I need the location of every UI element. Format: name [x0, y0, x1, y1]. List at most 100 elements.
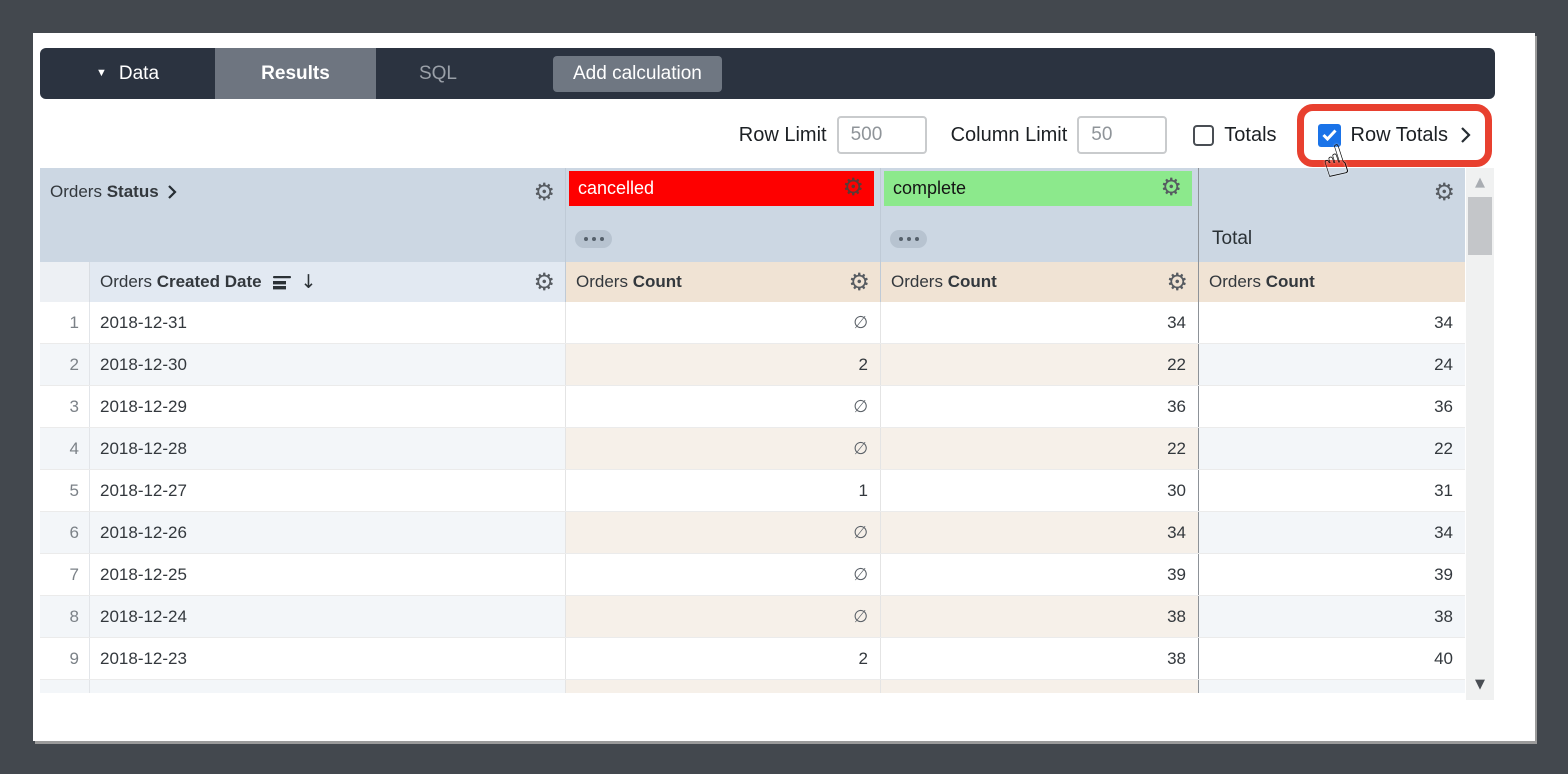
row-totals-label: Row Totals: [1350, 123, 1448, 146]
table-row: 9 2018-12-23 2 38 40: [40, 638, 1465, 680]
row-number-cell: 8: [40, 596, 90, 637]
tab-sql-label: SQL: [418, 62, 458, 84]
orders-created-date-label: Orders Created Date: [100, 272, 262, 291]
pivot-value-complete[interactable]: complete ⚙: [884, 171, 1192, 206]
complete-count-cell[interactable]: 38: [880, 638, 1198, 679]
cancelled-count-cell[interactable]: ∅: [565, 680, 880, 693]
gear-icon[interactable]: ⚙: [1423, 180, 1465, 204]
date-cell[interactable]: 2018-12-24: [90, 596, 565, 637]
date-cell[interactable]: 2018-12-30: [90, 344, 565, 385]
date-cell[interactable]: 2018-12-22: [90, 680, 565, 693]
orders-count-header-total[interactable]: Orders Count: [1198, 262, 1465, 302]
orders-count-label: Orders Count: [576, 272, 682, 291]
chevron-right-icon[interactable]: [1460, 126, 1471, 144]
row-total-cell[interactable]: 34: [1198, 512, 1465, 553]
column-limit-input[interactable]: [1077, 116, 1168, 154]
pivot-value-cancelled[interactable]: cancelled ⚙: [569, 171, 874, 206]
orders-count-label: Orders Count: [891, 272, 997, 291]
row-total-cell[interactable]: 36: [1198, 386, 1465, 427]
orders-status-header[interactable]: Orders Status ⚙: [40, 168, 565, 215]
complete-count-cell[interactable]: 22: [880, 344, 1198, 385]
gear-icon[interactable]: ⚙: [1150, 175, 1192, 199]
row-total-cell[interactable]: 39: [1198, 554, 1465, 595]
tab-sql[interactable]: SQL: [376, 48, 500, 99]
gear-icon[interactable]: ⚙: [523, 270, 565, 294]
gear-icon[interactable]: ⚙: [838, 270, 880, 294]
complete-count-cell[interactable]: 38: [880, 680, 1198, 693]
complete-count-cell[interactable]: 36: [880, 386, 1198, 427]
results-panel: ▼ Data Results SQL Add calculation Row L…: [33, 33, 1535, 741]
cancelled-count-cell[interactable]: ∅: [565, 554, 880, 595]
date-cell[interactable]: 2018-12-31: [100, 312, 187, 332]
complete-count-cell[interactable]: 38: [880, 596, 1198, 637]
complete-count-cell[interactable]: 30: [880, 470, 1198, 511]
fill-fields-icon: [272, 275, 291, 289]
date-cell[interactable]: 2018-12-29: [100, 396, 187, 416]
pivot-value-complete-cell: complete ⚙: [880, 168, 1198, 215]
add-calculation-button[interactable]: Add calculation: [553, 55, 722, 92]
row-total-cell[interactable]: 24: [1198, 344, 1465, 385]
cancelled-count-cell[interactable]: 2: [565, 344, 880, 385]
vertical-scrollbar[interactable]: ▲ ▼: [1466, 168, 1494, 700]
field-header-row: Orders Created Date ↓ ⚙ Orders Count: [40, 262, 1465, 302]
date-cell[interactable]: 2018-12-25: [100, 564, 187, 584]
row-number-cell: 1: [40, 302, 90, 343]
totals-checkbox[interactable]: [1193, 124, 1215, 146]
cancelled-count-cell[interactable]: ∅: [565, 428, 880, 469]
row-total-cell[interactable]: 22: [1198, 428, 1465, 469]
sort-desc-icon[interactable]: ↓: [300, 271, 317, 293]
row-total-cell[interactable]: 31: [1198, 470, 1465, 511]
orders-count-header-cancelled[interactable]: Orders Count ⚙: [565, 262, 880, 302]
total-column-header-top: ⚙: [1198, 168, 1465, 215]
row-total-cell[interactable]: 40: [1198, 638, 1465, 679]
cancelled-count-cell[interactable]: 1: [565, 470, 880, 511]
tab-results-label: Results: [261, 62, 330, 84]
ellipsis-menu-icon[interactable]: [890, 229, 927, 248]
controls-row: Row Limit Column Limit Totals Row Totals…: [40, 103, 1530, 188]
checkmark-icon: [1321, 129, 1337, 141]
complete-count-cell[interactable]: 34: [880, 512, 1198, 553]
cancelled-count-cell[interactable]: 2: [565, 638, 880, 679]
scrollbar-thumb[interactable]: [1468, 197, 1492, 255]
row-totals-checkbox[interactable]: [1317, 123, 1341, 147]
orders-count-label: Orders Count: [1209, 272, 1315, 291]
row-number-cell: 6: [40, 512, 90, 553]
row-total-cell[interactable]: 38: [1198, 680, 1465, 693]
tab-data-label: Data: [118, 62, 160, 84]
cancelled-count-cell[interactable]: ∅: [565, 386, 880, 427]
orders-count-header-complete[interactable]: Orders Count ⚙: [880, 262, 1198, 302]
table-body: 1 2018-12-31 ∅ 34 34 2 2018-12-30 2 22 2…: [40, 302, 1465, 693]
scroll-down-icon[interactable]: ▼: [1466, 672, 1494, 696]
cancelled-count-cell[interactable]: ∅: [565, 596, 880, 637]
row-total-cell[interactable]: 34: [1198, 302, 1465, 343]
gear-icon[interactable]: ⚙: [832, 175, 874, 199]
complete-count-cell[interactable]: 39: [880, 554, 1198, 595]
date-cell[interactable]: 2018-12-28: [90, 428, 565, 469]
row-total-cell[interactable]: 38: [1198, 596, 1465, 637]
orders-created-date-header[interactable]: Orders Created Date ↓ ⚙: [90, 262, 565, 302]
cancelled-count-cell[interactable]: ∅: [565, 512, 880, 553]
pivot-header-row: Orders Status ⚙ cancelled ⚙ complete ⚙: [40, 168, 1465, 215]
complete-count-cell[interactable]: 34: [880, 302, 1198, 343]
complete-count-cell[interactable]: 22: [880, 428, 1198, 469]
results-table: Orders Status ⚙ cancelled ⚙ complete ⚙: [40, 168, 1465, 693]
tab-results[interactable]: Results: [215, 48, 376, 99]
row-number-cell: 2: [40, 344, 90, 385]
table-row: 8 2018-12-24 ∅ 38 38: [40, 596, 1465, 638]
scroll-up-icon[interactable]: ▲: [1466, 170, 1494, 194]
total-label: Total: [1212, 227, 1253, 249]
table-row: 7 2018-12-25 ∅ 39 39: [40, 554, 1465, 596]
date-cell[interactable]: 2018-12-26: [90, 512, 565, 553]
row-number-cell: 5: [40, 470, 90, 511]
row-limit-input[interactable]: [836, 116, 927, 154]
tab-data[interactable]: ▼ Data: [40, 48, 215, 99]
cancelled-count-cell[interactable]: ∅: [565, 302, 880, 343]
table-row: 5 2018-12-27 1 30 31: [40, 470, 1465, 512]
ellipsis-menu-icon[interactable]: [575, 229, 612, 248]
gear-icon[interactable]: ⚙: [523, 180, 565, 204]
cancelled-label: cancelled: [578, 178, 655, 198]
gear-icon[interactable]: ⚙: [1156, 270, 1198, 294]
table-row: 6 2018-12-26 ∅ 34 34: [40, 512, 1465, 554]
date-cell[interactable]: 2018-12-27: [100, 480, 187, 500]
date-cell[interactable]: 2018-12-23: [100, 648, 187, 668]
